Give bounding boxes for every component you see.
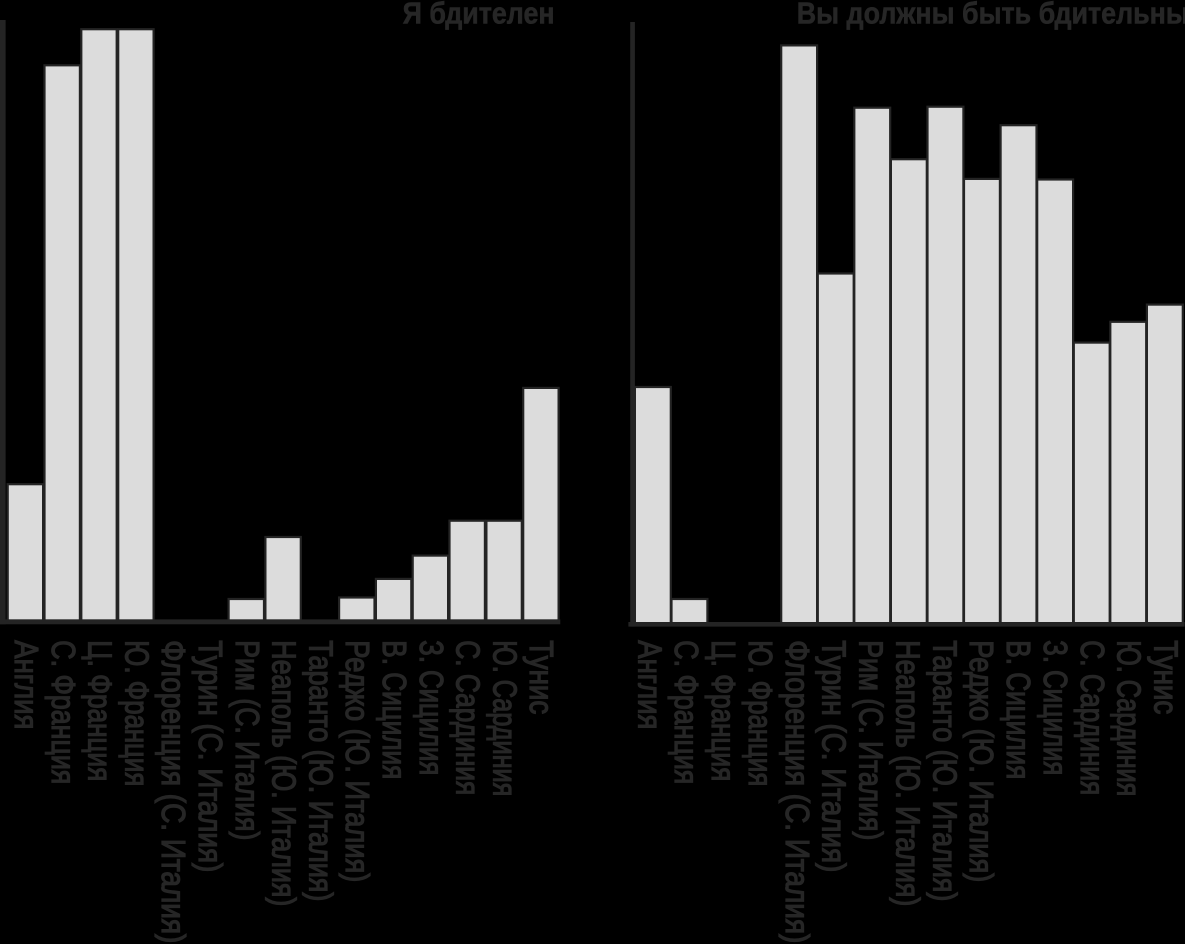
svg-text:Ю. Сардиния: Ю. Сардиния xyxy=(1111,640,1148,796)
svg-text:Реджо (Ю. Италия): Реджо (Ю. Италия) xyxy=(339,640,376,882)
svg-text:Таранто (Ю. Италия): Таранто (Ю. Италия) xyxy=(302,640,339,901)
svg-text:Турин (С. Италия): Турин (С. Италия) xyxy=(816,640,853,872)
svg-text:В. Сицилия: В. Сицилия xyxy=(1000,640,1037,779)
svg-text:В. Сицилия: В. Сицилия xyxy=(376,640,413,779)
svg-text:Ю. Франция: Ю. Франция xyxy=(118,640,155,786)
svg-text:Рим (С. Италия): Рим (С. Италия) xyxy=(229,640,266,840)
svg-text:Тунис: Тунис xyxy=(523,640,560,714)
svg-text:Реджо (Ю. Италия): Реджо (Ю. Италия) xyxy=(963,640,1000,882)
svg-text:Англия: Англия xyxy=(631,640,668,729)
svg-text:Турин (С. Италия): Турин (С. Италия) xyxy=(192,640,229,872)
svg-text:Неаполь (Ю. Италия): Неаполь (Ю. Италия) xyxy=(890,640,927,906)
svg-text:Ц. Франция: Ц. Франция xyxy=(705,640,742,781)
svg-text:Вы должны быть бдительны: Вы должны быть бдительны xyxy=(797,0,1185,31)
svg-text:Неаполь (Ю. Италия): Неаполь (Ю. Италия) xyxy=(266,640,303,906)
svg-text:Я бдителен: Я бдителен xyxy=(403,0,555,31)
svg-text:Ц. Франция: Ц. Франция xyxy=(82,640,119,781)
svg-text:Флоренция (С. Италия): Флоренция (С. Италия) xyxy=(779,640,816,943)
svg-text:Таранто (Ю. Италия): Таранто (Ю. Италия) xyxy=(926,640,963,901)
svg-text:З. Сицилия: З. Сицилия xyxy=(1037,640,1074,775)
svg-text:Англия: Англия xyxy=(8,640,45,729)
svg-text:Рим (С. Италия): Рим (С. Италия) xyxy=(853,640,890,840)
svg-text:Флоренция (С. Италия): Флоренция (С. Италия) xyxy=(155,640,192,943)
svg-text:С. Сардиния: С. Сардиния xyxy=(450,640,487,795)
svg-text:С. Сардиния: С. Сардиния xyxy=(1074,640,1111,795)
svg-text:Тунис: Тунис xyxy=(1148,640,1185,714)
svg-text:Ю. Сардиния: Ю. Сардиния xyxy=(486,640,523,796)
svg-text:З. Сицилия: З. Сицилия xyxy=(413,640,450,775)
svg-text:С. Франция: С. Франция xyxy=(668,640,705,784)
svg-text:Ю. Франция: Ю. Франция xyxy=(742,640,779,786)
svg-text:С. Франция: С. Франция xyxy=(45,640,82,784)
